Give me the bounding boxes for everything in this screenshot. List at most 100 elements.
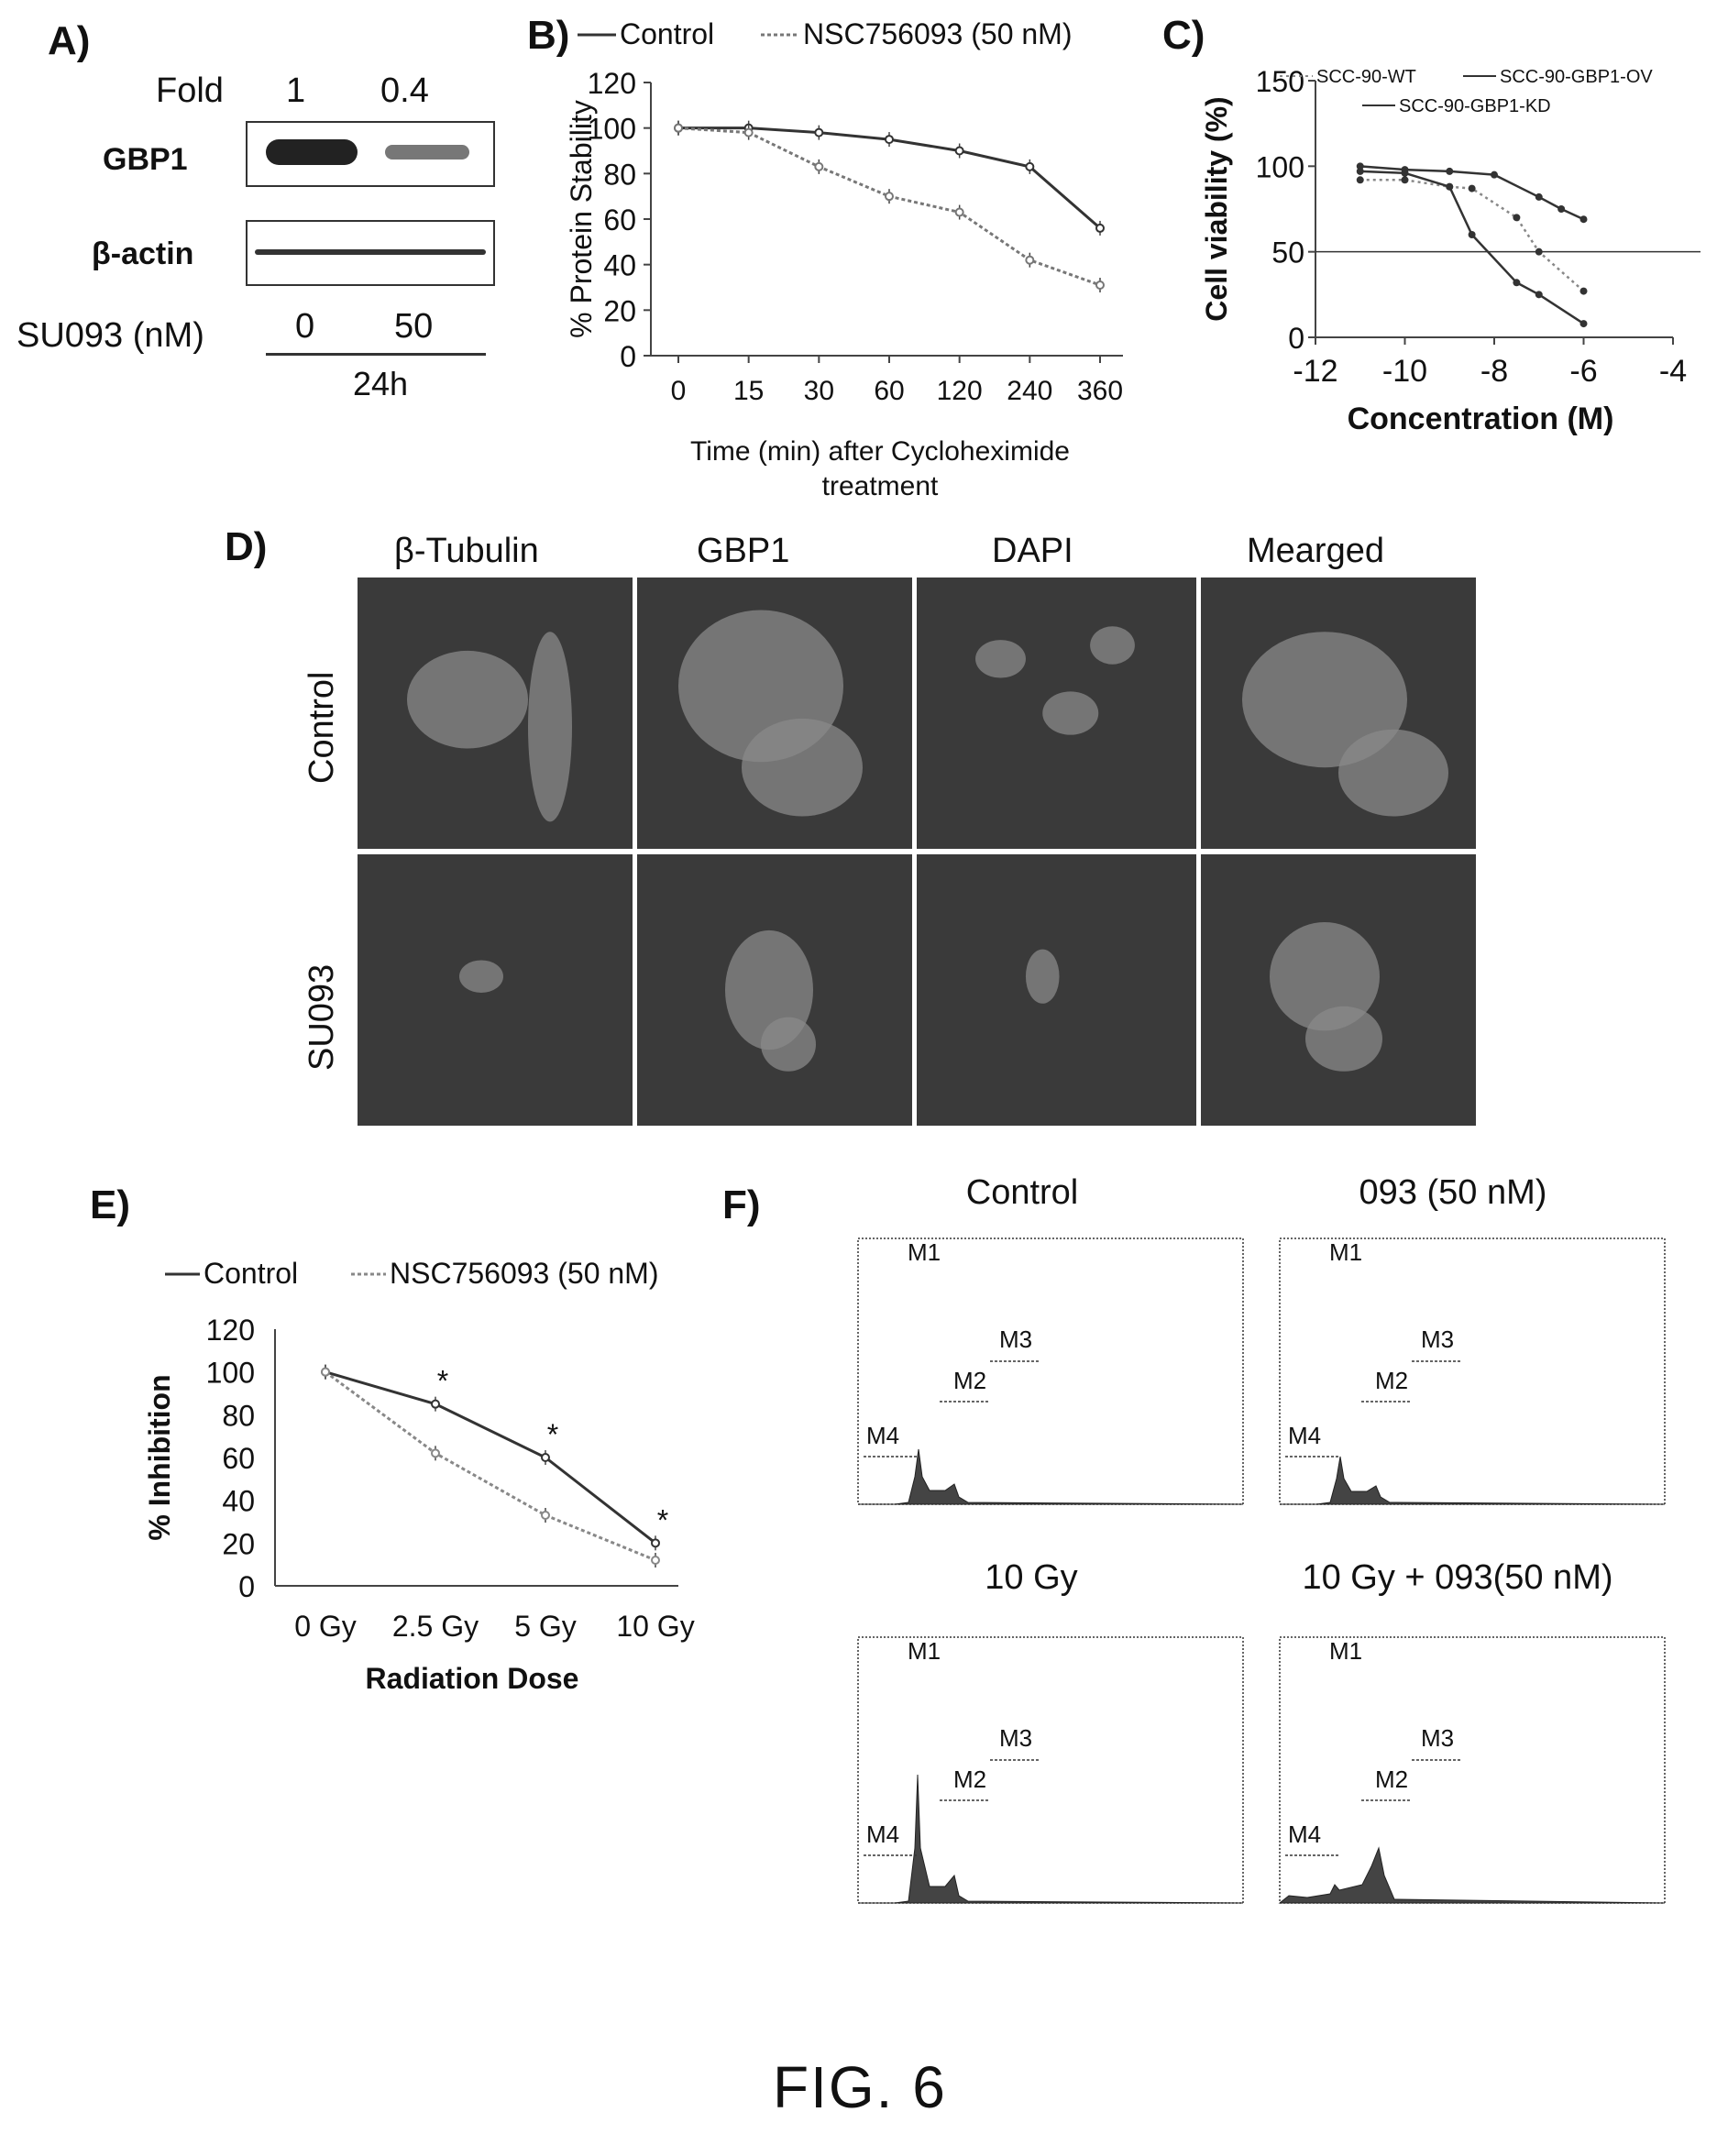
panel-d-label: D) <box>225 524 268 569</box>
c-data-point <box>1356 162 1364 170</box>
panel-e-label: E) <box>90 1182 130 1227</box>
cell-shape <box>1270 922 1380 1031</box>
c-data-point <box>1356 176 1364 184</box>
gate-label-m3: M3 <box>1421 1724 1454 1752</box>
cell-shape <box>1042 691 1099 735</box>
gate-label-m1: M1 <box>1329 1637 1362 1665</box>
chart-b-protein-stability: 0 20 40 60 80 100 120 0 15 30 60 120 240 360 % Protein… <box>565 17 1123 501</box>
c-data-point <box>1356 167 1364 175</box>
cell-shape <box>975 640 1026 678</box>
panel-a-western-blot: Fold 1 0.4 GBP1 β-actin SU093 (nM) 0 50 … <box>0 0 513 412</box>
histogram-1: M1 M2 M3 M4 <box>1279 1238 1666 1505</box>
b-xtick-label: 60 <box>874 376 904 406</box>
c-data-point <box>1535 248 1543 256</box>
b-data-point <box>743 127 754 138</box>
cell-shape <box>528 632 572 822</box>
e-data-point <box>321 1367 330 1377</box>
histogram-title-2: 10 Gy <box>985 1558 1078 1597</box>
c-legend-entry: SCC-90-GBP1-KD <box>1362 96 1551 116</box>
panel-a-label: A) <box>48 18 91 63</box>
b-ytick-label: 60 <box>603 204 636 236</box>
fold-label: Fold <box>156 72 224 110</box>
e-xtick-label: 0 Gy <box>294 1610 357 1643</box>
panel-f-histograms: Control M1 M2 M3 M4 093 (50 nM) M1 M2 M3 M4 10 Gy M… <box>825 1173 1666 1943</box>
b-legend-entry: NSC756093 (50 nM) <box>761 17 1072 50</box>
b-data-point <box>1095 280 1105 291</box>
histogram-3: M1 M2 M3 M4 <box>1278 1636 1666 1904</box>
b-data-point <box>954 146 964 156</box>
e-xtick-label: 5 Gy <box>514 1610 577 1643</box>
e-legend-entry: Control <box>165 1257 298 1290</box>
c-fit-curve <box>1359 170 1585 325</box>
gate-label-m2: M2 <box>953 1766 986 1793</box>
c-data-point <box>1579 215 1588 224</box>
b-data-point <box>885 192 894 202</box>
e-significance-mark: * <box>437 1365 448 1398</box>
micrograph-control-gbp1 <box>637 578 912 849</box>
e-significance-mark: * <box>547 1418 558 1451</box>
b-xtick-label: 15 <box>733 376 764 406</box>
e-ytick-label: 60 <box>222 1442 255 1475</box>
c-data-point <box>1491 170 1498 179</box>
e-legend-entry: NSC756093 (50 nM) <box>351 1257 658 1290</box>
c-ytick-label: 150 <box>1256 65 1304 98</box>
e-data-point <box>651 1538 660 1548</box>
c-data-point <box>1401 166 1409 174</box>
gbp1-band-treated <box>385 145 469 160</box>
c-ylabel: Cell viability (%) <box>1200 96 1233 321</box>
gbp1-band-control <box>266 139 358 165</box>
gate-label-m2: M2 <box>1375 1766 1408 1793</box>
c-data-point <box>1535 192 1543 201</box>
micrograph-su093-merged <box>1201 854 1476 1126</box>
histogram-2: M1 M2 M3 M4 <box>857 1636 1244 1904</box>
e-series-line <box>325 1370 656 1562</box>
chart-c-cell-viability: 0 50 100 150 -12 -10 -8 -6 -4 Cell viability (%) C… <box>1200 65 1700 436</box>
b-xtick-label: 240 <box>1007 376 1052 406</box>
gbp1-blot-box <box>246 121 495 187</box>
e-significance-mark: * <box>657 1503 668 1536</box>
c-xtick-label: -10 <box>1382 354 1427 389</box>
c-data-point <box>1468 231 1476 238</box>
c-data-point <box>1579 320 1588 328</box>
e-ytick-label: 80 <box>222 1399 255 1432</box>
histogram-frame <box>1279 1636 1666 1904</box>
c-data-point <box>1513 214 1521 222</box>
gate-label-m2: M2 <box>1375 1367 1408 1394</box>
e-ytick-label: 40 <box>222 1485 255 1518</box>
cell-shape <box>459 960 503 993</box>
c-legend-label: SCC-90-WT <box>1316 67 1416 87</box>
panel-c-label: C) <box>1162 13 1205 58</box>
e-ytick-label: 120 <box>206 1314 255 1347</box>
histogram-0: M1 M2 M3 M4 <box>857 1238 1244 1505</box>
histogram-title-1: 093 (50 nM) <box>1359 1173 1547 1212</box>
gate-label-m4: M4 <box>866 1820 899 1848</box>
micrograph-su093-tubulin <box>358 854 633 1126</box>
c-legend-label: SCC-90-GBP1-OV <box>1500 67 1653 87</box>
b-ytick-label: 100 <box>588 113 636 146</box>
fold-value-control: 1 <box>286 72 306 110</box>
e-data-point <box>541 1511 550 1520</box>
histogram-title-3: 10 Gy + 093(50 nM) <box>1302 1558 1613 1597</box>
time-label: 24h <box>353 365 409 402</box>
b-data-point <box>814 161 824 171</box>
e-data-point <box>541 1453 550 1462</box>
col-label-dapi: DAPI <box>992 532 1073 570</box>
c-xtick-label: -6 <box>1569 354 1597 389</box>
e-legend-label: NSC756093 (50 nM) <box>390 1257 658 1290</box>
b-data-point <box>885 135 894 145</box>
b-data-point <box>1025 161 1035 171</box>
chart-e-inhibition: 0 20 40 60 80 100 120 0 Gy 2.5 Gy 5 Gy 10 Gy % Inhi… <box>143 1257 695 1695</box>
dose-value-0: 0 <box>295 307 315 346</box>
c-series-2 <box>1356 162 1588 224</box>
e-legend-label: Control <box>204 1257 298 1290</box>
histogram-area <box>1280 1456 1666 1505</box>
gate-label-m1: M1 <box>908 1238 941 1266</box>
c-data-point <box>1468 184 1476 192</box>
cell-shape <box>1338 729 1448 817</box>
histogram-title-0: Control <box>965 1173 1079 1212</box>
gate-label-m3: M3 <box>1421 1326 1454 1353</box>
band-label-gbp1: GBP1 <box>103 142 188 177</box>
e-ylabel: % Inhibition <box>143 1374 176 1540</box>
b-xtick-label: 30 <box>804 376 834 406</box>
b-data-point <box>1025 255 1035 265</box>
